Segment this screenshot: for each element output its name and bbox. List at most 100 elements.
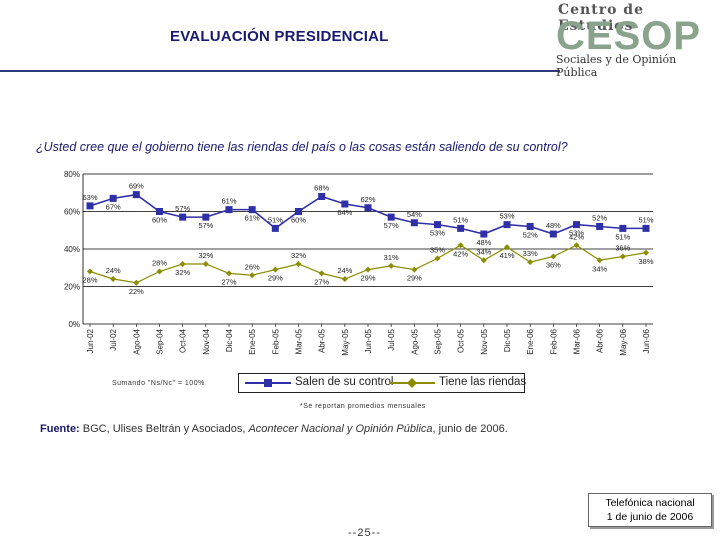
data-label: 53% [499, 212, 514, 221]
x-tick-label: Jul-05 [387, 328, 396, 350]
x-tick-label: Oct-04 [179, 328, 188, 353]
logo-line-1: Centro de Estudios [558, 2, 644, 34]
data-label: 41% [499, 251, 514, 260]
legend-marker-series-1 [245, 379, 291, 387]
source-citation: Fuente: BGC, Ulises Beltrán y Asociados,… [40, 423, 508, 435]
data-label: 34% [476, 247, 491, 256]
series-1-point [179, 213, 187, 221]
x-tick-label: Dic-05 [503, 328, 512, 352]
series-1-point [619, 224, 627, 232]
data-label: 61% [245, 214, 260, 223]
data-label: 32% [175, 268, 190, 277]
data-label: 29% [407, 274, 422, 283]
series-1-point [526, 223, 534, 230]
x-tick-label: Jul-02 [109, 328, 118, 350]
series-2-point [619, 253, 626, 260]
data-label: 57% [198, 221, 213, 230]
series-2-point [156, 268, 163, 275]
series-2-point [411, 266, 418, 273]
series-2-point [527, 259, 534, 266]
series-1-point [295, 208, 302, 215]
data-label: 53% [569, 229, 584, 238]
series-1-point [225, 206, 233, 214]
data-label: 29% [360, 274, 375, 283]
x-tick-label: Dic-04 [225, 328, 234, 352]
x-tick-label: Nov-04 [202, 328, 211, 354]
x-tick-label: Mar-06 [573, 328, 582, 354]
note-sum: Sumando "Ns/Nc" = 100% [112, 380, 205, 387]
series-2-point [202, 261, 209, 267]
data-label: 60% [291, 216, 306, 225]
data-label: 42% [453, 249, 468, 258]
data-label: 62% [360, 195, 375, 204]
data-label: 48% [546, 221, 561, 230]
page-number: --25-- [348, 527, 381, 539]
data-label: 54% [407, 210, 422, 219]
series-2-point [434, 255, 441, 262]
data-label: 22% [129, 287, 144, 296]
x-tick-label: Abr-05 [318, 328, 327, 353]
data-label: 48% [476, 238, 491, 247]
series-1-point [86, 202, 94, 210]
data-label: 24% [106, 266, 121, 275]
series-1-point [549, 230, 557, 238]
source-publication: Acontecer Nacional y Opinión Pública [248, 423, 433, 435]
series-2-point [110, 276, 117, 282]
series-1-point [410, 219, 418, 227]
data-label: 51% [638, 215, 653, 224]
data-label: 28% [152, 259, 167, 268]
data-label: 64% [337, 208, 352, 217]
series-2-point [272, 266, 279, 273]
x-tick-label: Jun-05 [364, 328, 373, 353]
series-2-point [179, 261, 186, 267]
series-1-point [596, 223, 604, 230]
data-label: 32% [198, 251, 213, 260]
x-tick-label: Sep-05 [434, 328, 443, 354]
data-label: 24% [337, 266, 352, 275]
series-2-point [457, 242, 464, 249]
x-tick-label: Feb-05 [271, 328, 280, 354]
x-tick-label: Ene-05 [248, 328, 257, 354]
note-averages: *Se reportan promedios mensuales [300, 403, 426, 410]
series-1-point [156, 208, 163, 215]
series-2-point [573, 242, 580, 249]
legend-label-series-2: Tiene las riendas [439, 376, 527, 388]
series-1-point [318, 193, 326, 200]
data-label: 42% [569, 232, 584, 241]
y-tick-label: 60% [64, 208, 80, 217]
data-label: 61% [221, 197, 236, 206]
series-1-point [573, 221, 580, 229]
survey-method: Telefónica nacional [605, 497, 695, 509]
data-label: 60% [152, 216, 167, 225]
x-tick-label: Ago-05 [410, 328, 419, 354]
chart-legend: Salen de su control Tiene las riendas [238, 373, 527, 393]
x-tick-label: Mar-05 [295, 328, 304, 354]
x-tick-label: Ago-04 [132, 328, 141, 354]
series-1-point [341, 200, 349, 208]
source-label: Fuente: [40, 423, 80, 435]
data-label: 36% [546, 261, 561, 270]
y-tick-label: 0% [68, 320, 80, 329]
series-1-point [202, 213, 210, 221]
x-tick-label: Sep-04 [156, 328, 165, 354]
series-1-point [132, 191, 140, 199]
data-label: 67% [106, 202, 121, 211]
x-tick-label: May-06 [619, 328, 628, 355]
x-tick-label: Feb-06 [549, 328, 558, 354]
series-2-point [388, 262, 395, 269]
cesop-logo: Centro de Estudios CESOP Sociales y de O… [548, 2, 718, 79]
series-2-point [249, 272, 256, 279]
data-label: 33% [523, 249, 538, 258]
page-title: EVALUACIÓN PRESIDENCIAL [170, 28, 389, 45]
data-label: 69% [129, 182, 144, 191]
series-1-point [642, 224, 650, 232]
series-1-point [271, 224, 279, 232]
data-label: 32% [291, 251, 306, 260]
survey-info-box: Telefónica nacional 1 de junio de 2006 [588, 493, 712, 527]
series-2-point [550, 253, 557, 260]
series-2-point [365, 266, 371, 273]
data-label: 27% [221, 277, 236, 286]
data-label: 31% [384, 253, 399, 262]
series-2-point [480, 257, 487, 264]
series-1-point [109, 194, 117, 202]
